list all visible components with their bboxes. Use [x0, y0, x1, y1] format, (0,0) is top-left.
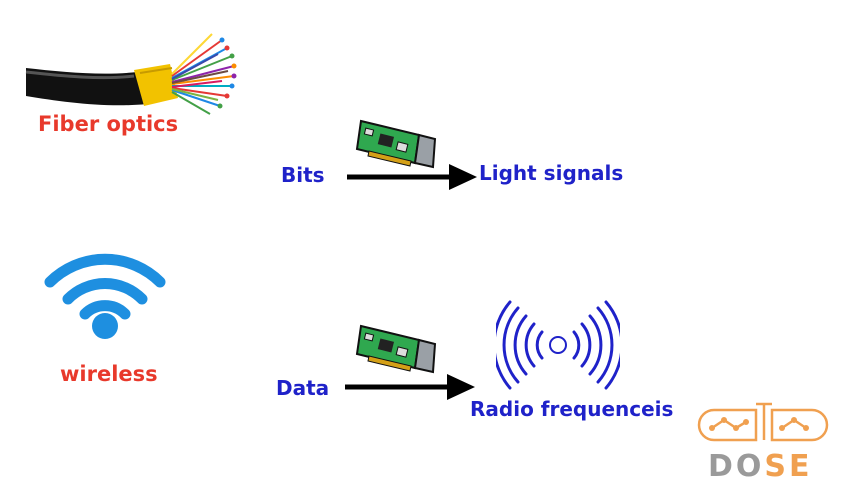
dose-logo: DOSE [694, 398, 834, 480]
wireless-label: wireless [60, 362, 158, 386]
wifi-icon [40, 244, 170, 342]
arrow-bits-to-light [345, 162, 480, 192]
fiber-optics-label: Fiber optics [38, 112, 179, 136]
radio-frequencies-label: Radio frequenceis [470, 397, 674, 421]
network-card-icon-2 [355, 322, 440, 380]
light-signals-label: Light signals [479, 161, 624, 185]
svg-text:DOSE: DOSE [708, 449, 813, 480]
fiber-optic-cable-image [22, 26, 237, 116]
radio-waves-icon [496, 300, 620, 390]
data-label: Data [276, 376, 330, 400]
arrow-data-to-radio [343, 372, 478, 402]
network-card-icon [355, 117, 440, 175]
bits-label: Bits [281, 163, 325, 187]
